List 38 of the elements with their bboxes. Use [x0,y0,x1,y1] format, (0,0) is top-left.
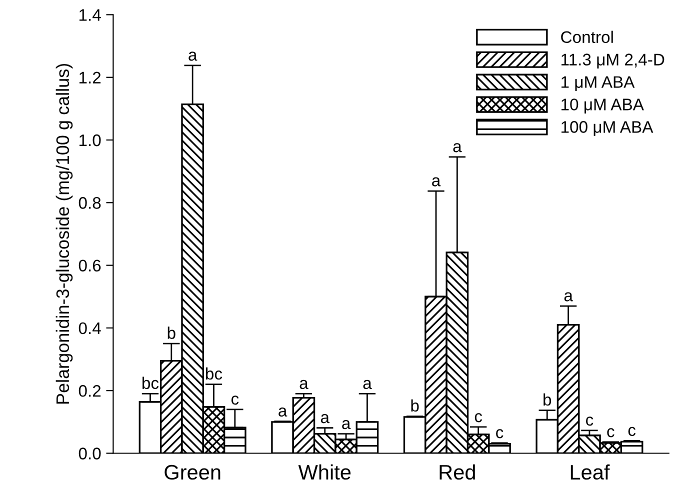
annotation: b [168,326,176,339]
legend-label: 10 μM ABA [562,98,644,114]
y-tick-label: 0.8 [78,197,101,209]
annotation: bc [206,367,222,380]
annotation: a [278,407,288,417]
y-axis-title: Pelargonidin-3-glucoside (mg/100 g callus) [56,64,73,404]
annotation: a [564,292,573,302]
annotation: a [342,420,351,430]
x-tick-label: White [298,464,351,480]
annotation: b [544,393,552,406]
annotation: c [231,396,239,405]
annotation: c [586,416,594,426]
y-tick-label: 0.4 [78,322,101,334]
annotation: a [453,143,462,152]
y-tick-label: 0.2 [78,385,101,397]
x-tick-label: Red [440,464,475,480]
y-tick-label: 1.2 [79,72,101,84]
annotation: a [432,177,441,186]
annotation: a [300,380,308,390]
annotation: a [363,380,372,390]
annotation: b [411,399,419,412]
y-tick-label: 1.4 [79,9,101,21]
annotation: c [607,428,614,438]
x-tick-label: Leaf [570,464,610,480]
annotation: a [320,414,330,424]
annotation: a [188,52,198,61]
y-tick-label: 1.0 [79,134,101,146]
legend-label: Control [561,30,613,44]
legend-label: 11.3 μM 2,4-D [562,54,664,69]
legend-label: 100 μM ABA [562,121,654,136]
annotation: c [496,429,504,438]
legend-label: 1 μM ABA [562,76,635,91]
annotation: bc [142,376,159,390]
annotation: c [628,426,636,436]
y-tick-label: 0.0 [78,448,101,460]
y-tick-label: 0.6 [78,260,101,272]
annotation: c [474,413,482,422]
x-tick-label: Green [164,464,220,480]
